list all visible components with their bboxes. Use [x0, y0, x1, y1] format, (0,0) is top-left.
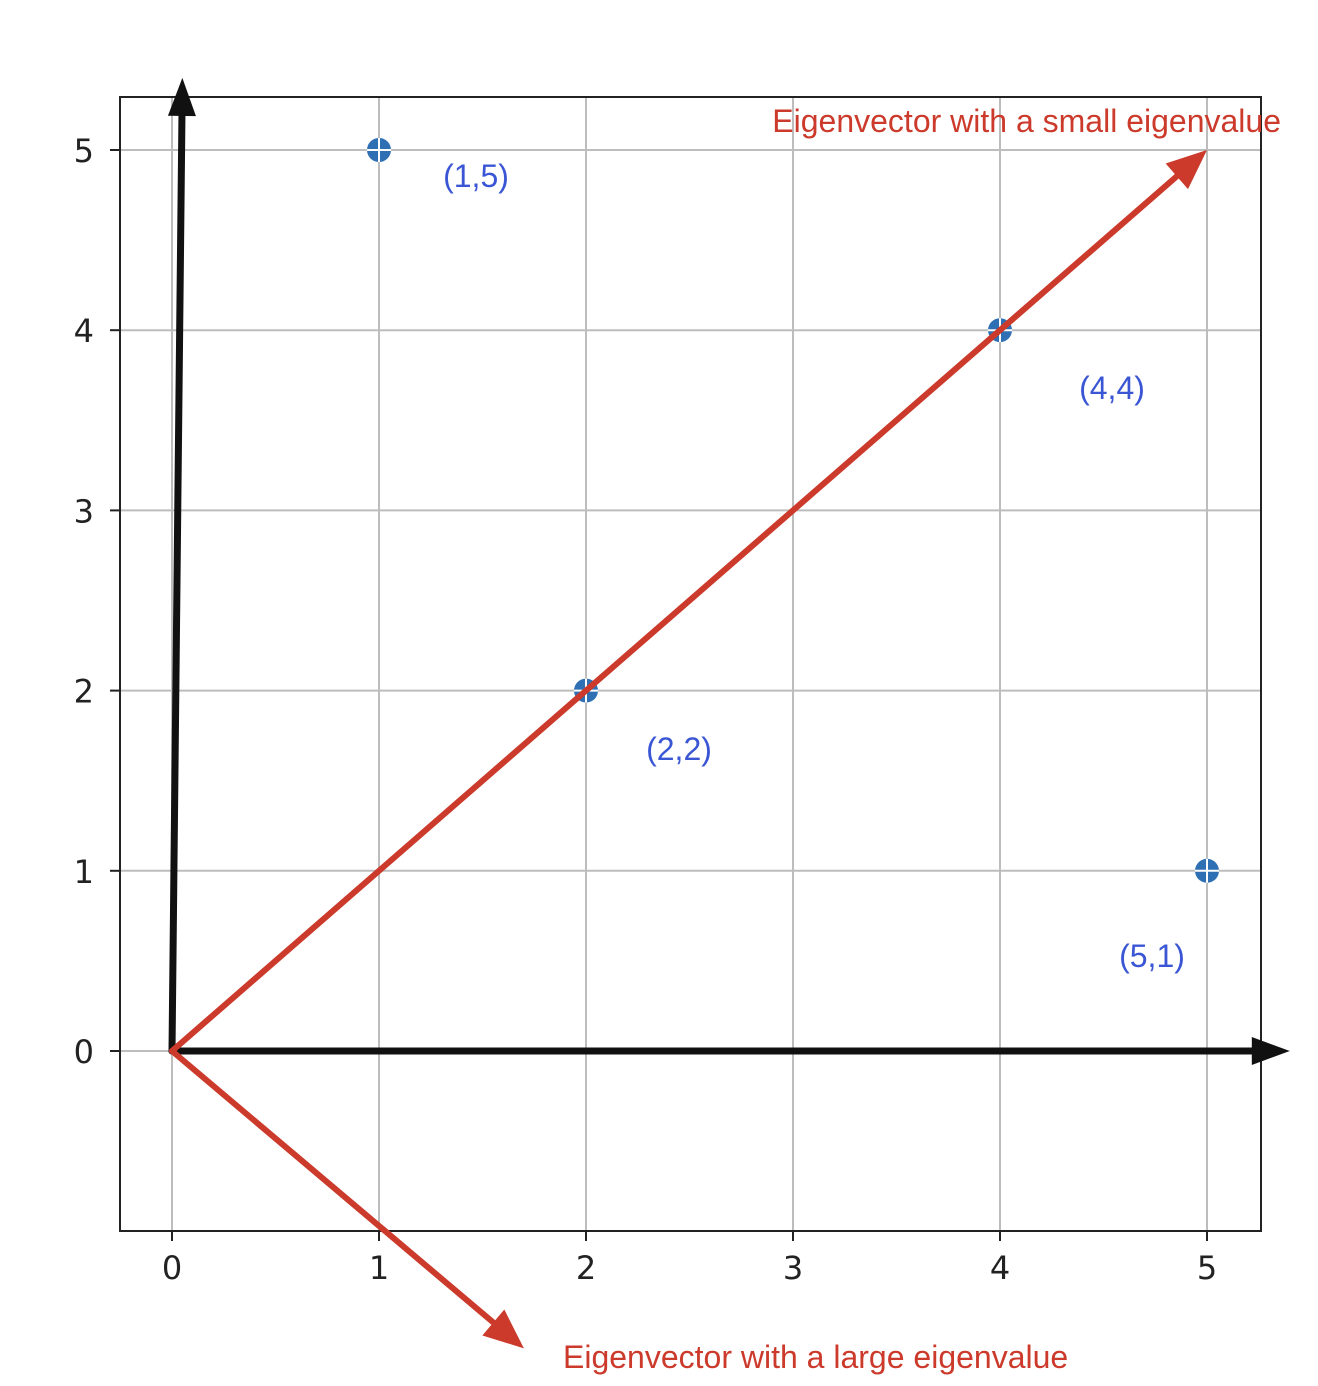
eigenvector-small-arrow-shaft [169, 173, 1180, 1054]
y-tick-label: 3 [74, 492, 94, 530]
x-axis-arrow-head [1251, 1037, 1290, 1065]
plot-frame [119, 96, 1262, 1232]
eigenvector-small-arrow [169, 150, 1207, 1054]
y-axis-arrow [167, 77, 196, 1055]
eigenvector-small-arrow-head [1165, 150, 1207, 190]
eigenvector-large-arrow-head [482, 1309, 524, 1349]
x-tick-label: 0 [162, 1249, 182, 1287]
x-tick-label: 2 [576, 1249, 596, 1287]
y-axis-arrow-shaft [168, 112, 186, 1055]
y-tick-label: 2 [74, 673, 94, 711]
annotations: (1,5) (2,2) (4,4) (5,1) Eigenvector with a s… [443, 103, 1281, 1375]
y-tick-label: 4 [74, 312, 94, 350]
x-tick-label: 1 [369, 1249, 389, 1287]
eigenvector-small-label: Eigenvector with a small eigenvalue [772, 103, 1281, 139]
x-tick-label: 3 [783, 1249, 803, 1287]
axis-ticks: 0 1 2 3 4 5 0 1 2 3 4 5 [74, 132, 1218, 1287]
x-axis-arrow [168, 1037, 1290, 1065]
vector-arrows [167, 77, 1290, 1349]
x-tick-label: 4 [990, 1249, 1010, 1287]
x-tick-label: 5 [1197, 1249, 1217, 1287]
grid [120, 97, 1261, 1231]
y-tick-label: 1 [74, 853, 94, 891]
y-axis-arrow-head [167, 77, 196, 117]
y-tick-label: 0 [74, 1033, 94, 1071]
point-label: (1,5) [443, 158, 509, 194]
point-label: (5,1) [1119, 938, 1185, 974]
point-label: (4,4) [1079, 370, 1145, 406]
y-tick-label: 5 [74, 132, 94, 170]
point-label: (2,2) [646, 731, 712, 767]
eigenvector-large-label: Eigenvector with a large eigenvalue [563, 1339, 1068, 1375]
eigenvector-large-arrow [169, 1048, 524, 1349]
eigenvector-large-arrow-shaft [169, 1048, 497, 1326]
